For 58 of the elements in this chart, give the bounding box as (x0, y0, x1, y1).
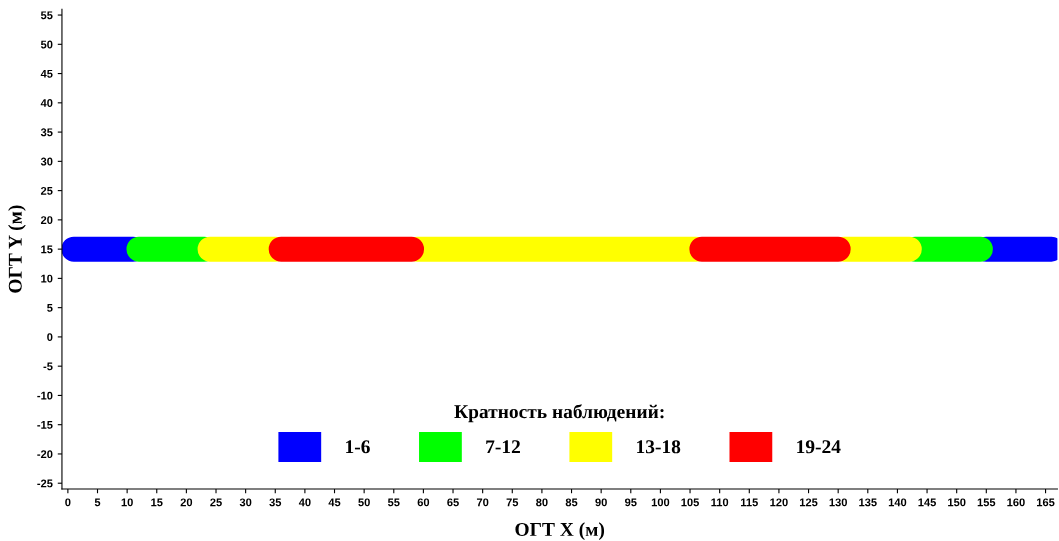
x-tick-label: 120 (770, 498, 788, 507)
x-tick-label: 0 (65, 498, 71, 507)
x-tick-label: 105 (681, 498, 699, 507)
x-tick-label: 25 (210, 498, 222, 507)
x-tick-label: 115 (741, 498, 758, 507)
x-tick-label: 40 (298, 498, 311, 507)
y-tick-label: 25 (40, 186, 53, 195)
x-tick-label: 70 (476, 498, 489, 507)
y-tick-label: 50 (40, 40, 53, 49)
x-tick-label: 130 (829, 498, 847, 507)
x-tick-label: 50 (358, 498, 370, 507)
y-tick-label: 15 (41, 245, 53, 254)
x-tick-label: 140 (888, 498, 907, 507)
x-tick-label: 160 (1007, 498, 1025, 507)
x-tick-label: 45 (328, 498, 341, 507)
x-tick-label: 165 (1036, 498, 1055, 507)
x-tick-label: 75 (506, 498, 519, 507)
y-tick-label: 30 (40, 157, 53, 166)
x-tick-label: 80 (536, 498, 548, 507)
y-tick-label: 20 (40, 216, 53, 225)
y-tick-label: 40 (40, 99, 53, 107)
legend-label: 19-24 (797, 440, 841, 454)
x-tick-label: 30 (239, 498, 252, 507)
x-tick-label: 95 (624, 498, 637, 507)
x-tick-label: 15 (151, 498, 163, 507)
legend-label: 13-18 (637, 440, 681, 454)
x-tick-label: 135 (859, 498, 877, 507)
x-tick-label: 5 (94, 498, 101, 507)
x-tick-label: 150 (948, 498, 966, 507)
y-tick-label: 45 (40, 69, 53, 78)
y-axis-title: ОГТ Y (м) (8, 205, 26, 293)
x-tick-label: 145 (918, 498, 937, 507)
y-tick-label: -20 (37, 450, 53, 459)
x-tick-label: 90 (595, 498, 607, 507)
y-tick-label: -15 (37, 421, 53, 429)
y-tick-label: -10 (37, 391, 53, 400)
x-tick-label: 20 (180, 498, 193, 507)
y-tick-label: 35 (40, 128, 53, 137)
legend-title: Кратность наблюдений: (454, 404, 664, 423)
y-tick-label: 10 (41, 274, 53, 283)
x-tick-label: 60 (417, 498, 430, 507)
legend-label: 1-6 (346, 440, 370, 454)
y-tick-label: -25 (37, 479, 53, 488)
x-tick-label: 85 (565, 498, 578, 507)
x-tick-label: 155 (977, 498, 996, 507)
x-tick-label: 110 (711, 498, 729, 507)
y-tick-label: 5 (47, 304, 53, 312)
x-tick-label: 100 (651, 498, 670, 507)
x-axis-title: ОГТ X (м) (515, 522, 605, 540)
legend-label: 7-12 (486, 440, 520, 454)
y-tick-label: 0 (47, 333, 53, 342)
x-tick-label: 55 (387, 498, 400, 507)
x-tick-label: 10 (121, 498, 133, 507)
x-tick-label: 125 (799, 498, 818, 507)
x-tick-label: 35 (269, 498, 282, 507)
x-tick-label: 65 (447, 498, 459, 507)
y-tick-label: -5 (43, 362, 53, 371)
y-tick-label: 55 (40, 11, 53, 20)
